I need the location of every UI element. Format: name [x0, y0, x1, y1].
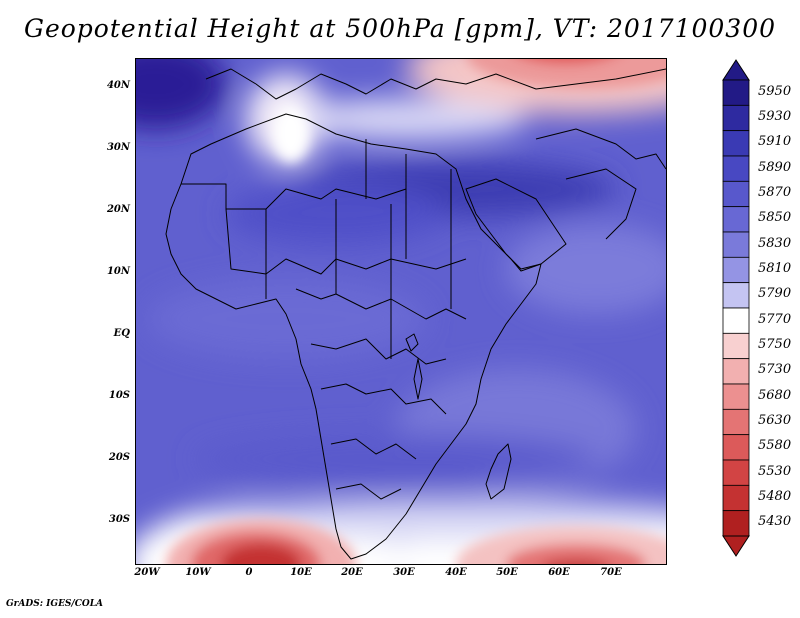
- lat-label-30s: 30S: [108, 514, 130, 525]
- colorbar-segment: [722, 358, 750, 385]
- lon-label-30e: 30E: [393, 567, 415, 578]
- colorbar-segment: [722, 434, 750, 461]
- colorbar-segment: [722, 459, 750, 486]
- lat-label-eq: EQ: [113, 328, 130, 339]
- colorbar-segment: [722, 130, 750, 157]
- colorbar-level-label: 5480: [758, 489, 792, 504]
- colorbar-segment: [722, 104, 750, 132]
- colorbar-level-label: 5680: [758, 387, 792, 403]
- colorbar-segment: [722, 408, 750, 436]
- lon-label-20w: 20W: [134, 567, 160, 578]
- colorbar-level-label: 5870: [758, 185, 792, 200]
- lat-label-20s: 20S: [108, 452, 130, 463]
- colorbar-level-label: 5910: [758, 134, 792, 150]
- map-area: [135, 58, 667, 565]
- map-title: Geopotential Height at 500hPa [gpm], VT:…: [23, 14, 777, 43]
- colorbar-segment: [722, 383, 750, 410]
- lon-label-10e: 10E: [290, 567, 312, 578]
- colorbar-segment: [722, 155, 750, 182]
- colorbar-level-label: 5950: [758, 83, 792, 99]
- colorbar-segment: [722, 231, 750, 258]
- coastline-overlay: [165, 68, 666, 560]
- lat-label-40n: 40N: [106, 80, 130, 91]
- colorbar-bottom-arrow: [722, 535, 750, 557]
- colorbar-segment: [722, 256, 750, 284]
- colorbar-segment: [722, 332, 750, 360]
- lon-label-0: 0: [245, 567, 253, 578]
- lon-label-50e: 50E: [496, 567, 518, 578]
- lat-label-20n: 20N: [106, 204, 130, 215]
- colorbar-level-label: 5580: [758, 438, 792, 454]
- colorbar-segment: [722, 484, 750, 512]
- colorbar-segment: [722, 510, 750, 537]
- colorbar-level-label: 5750: [758, 337, 792, 352]
- lon-label-60e: 60E: [548, 567, 570, 578]
- colorbar-level-label: 5890: [758, 159, 792, 175]
- lon-label-10w: 10W: [185, 567, 211, 578]
- colorbar-level-label: 5630: [758, 413, 792, 428]
- colorbar-segment: [722, 180, 750, 208]
- lat-label-10s: 10S: [108, 390, 130, 401]
- lon-label-20e: 20E: [341, 567, 363, 578]
- lat-label-30n: 30N: [106, 142, 130, 153]
- colorbar-level-label: 5770: [758, 311, 792, 327]
- grads-credit: GrADS: IGES/COLA: [6, 599, 104, 609]
- colorbar-level-label: 5930: [758, 109, 792, 124]
- colorbar-level-label: 5850: [758, 210, 792, 226]
- colorbar-level-label: 5730: [758, 362, 792, 378]
- height-field-map: [136, 59, 666, 564]
- colorbar-segment: [722, 206, 750, 233]
- colorbar-top-arrow: [722, 59, 750, 81]
- colorbar-level-label: 5830: [758, 235, 792, 251]
- lon-label-40e: 40E: [445, 567, 467, 578]
- colorbar-level-label: 5530: [758, 463, 792, 479]
- colorbar-level-label: 5790: [758, 286, 792, 302]
- colorbar-segment: [722, 307, 750, 334]
- lat-label-10n: 10N: [106, 266, 130, 277]
- colorbar-segment: [722, 79, 750, 106]
- colorbar-level-label: 5810: [758, 261, 792, 276]
- colorbar: [722, 59, 750, 557]
- lon-label-70e: 70E: [600, 567, 622, 578]
- colorbar-level-label: 5430: [758, 514, 792, 530]
- colorbar-segment: [722, 282, 750, 309]
